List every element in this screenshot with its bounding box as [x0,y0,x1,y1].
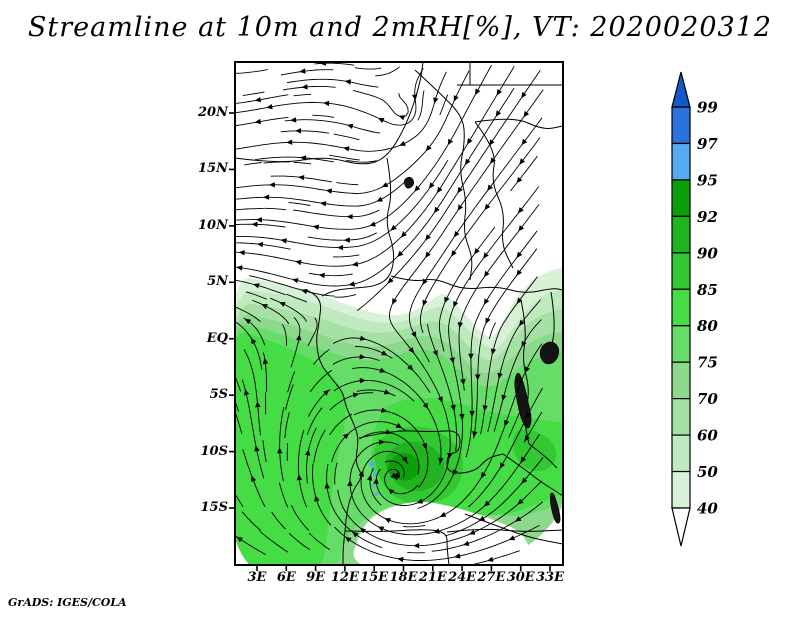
lon-tick-label: 18E [389,570,418,585]
colorbar-tick-label: 97 [697,135,718,153]
lon-tick-label: 15E [360,570,389,585]
colorbar-tick-label: 85 [697,281,718,299]
lon-tick-label: 24E [448,570,477,585]
lon-tick-label: 9E [306,570,326,585]
lon-tick-label: 21E [418,570,447,585]
lon-tick-label: 33E [536,570,564,585]
lon-tick-label: 30E [506,570,535,585]
map-canvas [229,61,564,571]
lon-tick-label: 12E [330,570,359,585]
colorbar: 99 97 95 92 90 85 80 75 70 60 50 40 [671,71,718,547]
lat-tick-label: 5N [207,274,228,290]
attribution: GrADS: IGES/COLA [8,596,127,609]
map-panel [225,52,573,575]
lat-tick-label: 20N [198,105,228,120]
lon-tick-label: 6E [276,570,296,585]
colorbar-tick-label: 90 [697,244,718,262]
lat-tick-label: 5S [209,387,228,403]
colorbar-tick-label: 40 [697,500,718,518]
colorbar-tick-label: 70 [697,390,718,408]
colorbar-tick-label: 99 [697,99,718,117]
lat-tick-label: 10N [198,217,228,233]
colorbar-tick-label: 95 [697,171,718,189]
colorbar-tick-label: 60 [697,427,718,445]
lon-tick-label: 3E [247,570,267,585]
colorbar-tick-label: 92 [697,208,718,226]
lat-tick-label: EQ [206,330,228,346]
lat-tick-label: 15S [200,500,228,515]
colorbar-tick-label: 75 [697,354,718,372]
lon-tick-label: 27E [477,570,506,585]
plot-title: Streamline at 10m and 2mRH[%], VT: 20200… [27,12,773,43]
lat-tick-label: 10S [200,443,228,459]
lat-tick-label: 15N [198,161,228,177]
colorbar-tick-label: 80 [697,317,718,335]
colorbar-tick-label: 50 [697,463,718,481]
